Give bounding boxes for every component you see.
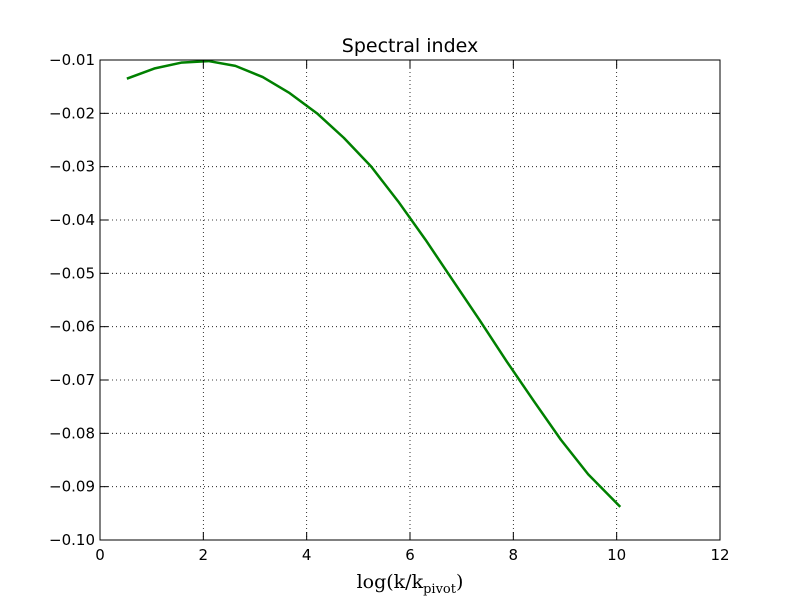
x-tick-label: 2 — [199, 546, 209, 564]
axis-ticks — [99, 59, 721, 541]
y-tick-label: −0.03 — [49, 158, 95, 176]
y-tick-label: −0.07 — [49, 371, 95, 389]
y-tick-label: −0.08 — [49, 424, 95, 442]
y-tick-label: −0.02 — [49, 104, 95, 122]
x-tick-label: 8 — [509, 546, 519, 564]
y-tick-label: −0.04 — [49, 211, 95, 229]
grid-lines — [99, 59, 721, 541]
x-tick-label: 10 — [607, 546, 626, 564]
series-line — [126, 59, 622, 508]
y-tick-label: −0.09 — [49, 478, 95, 496]
y-tick-label: −0.05 — [49, 264, 95, 282]
x-tick-label: 6 — [405, 546, 415, 564]
x-axis-label-subscript: pivot — [423, 582, 457, 597]
x-tick-label: 4 — [302, 546, 312, 564]
x-tick-label: 0 — [95, 546, 105, 564]
y-tick-label: −0.10 — [49, 531, 95, 549]
x-axis-label-main: log(k/k — [357, 571, 424, 593]
x-tick-label: 12 — [710, 546, 729, 564]
chart-title: Spectral index — [342, 35, 478, 57]
y-tick-label: −0.01 — [49, 51, 95, 69]
series-layer — [126, 59, 622, 508]
y-tick-label: −0.06 — [49, 318, 95, 336]
x-axis-label: log(k/kpivot) — [357, 571, 464, 597]
x-axis-label-close: ) — [456, 571, 463, 593]
tick-labels: 0 2 4 6 8 10 12 −0.01 −0.02 −0.03 −0.04 −0.05 −0.06 −… — [49, 51, 730, 564]
